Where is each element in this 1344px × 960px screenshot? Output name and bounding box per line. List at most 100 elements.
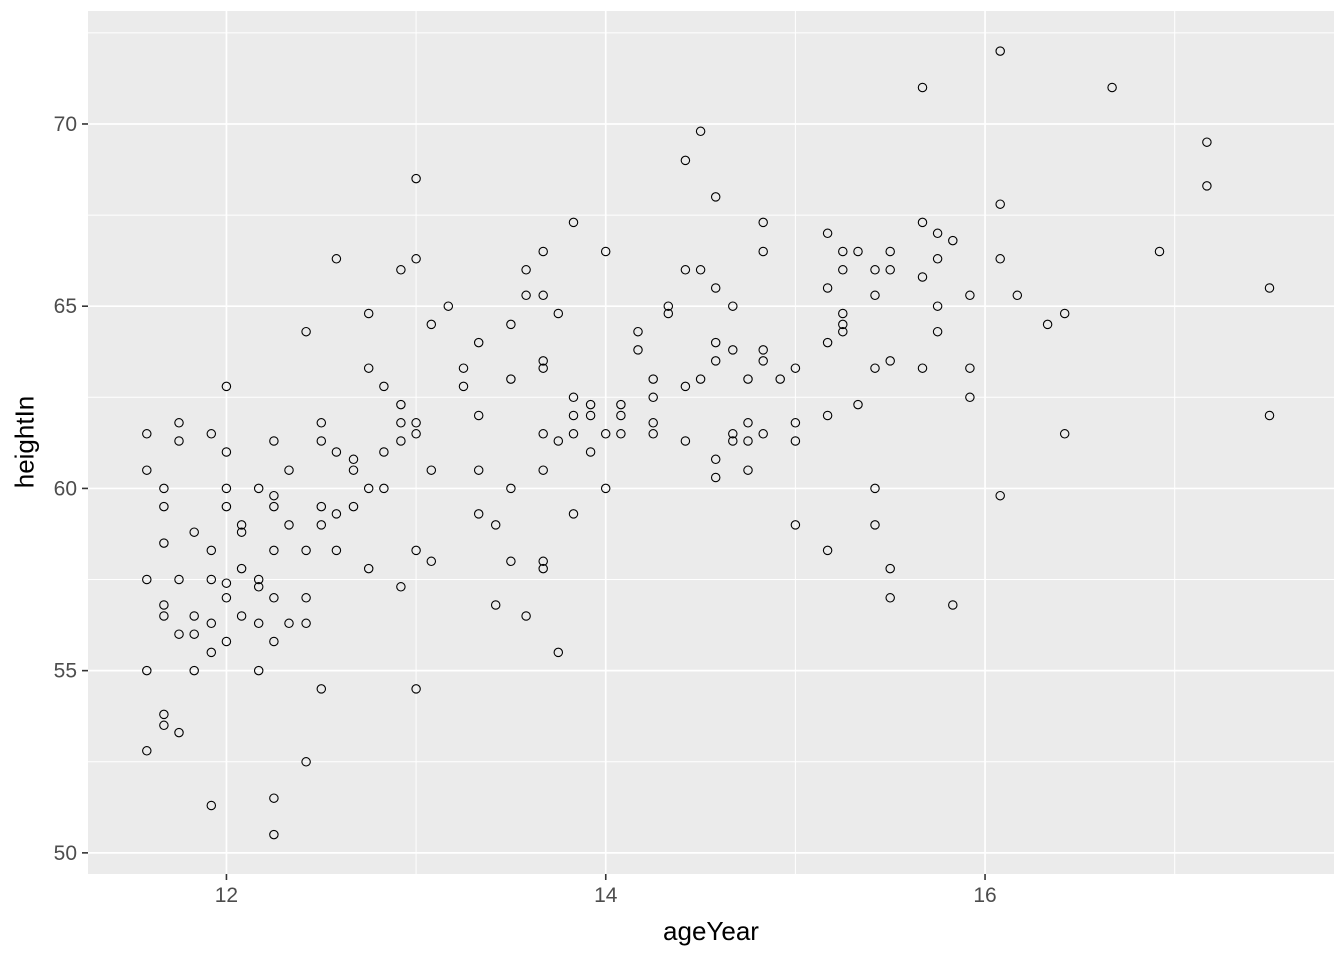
data-point (648, 429, 658, 439)
data-point (174, 418, 184, 428)
data-point (553, 647, 564, 658)
data-point (221, 593, 232, 603)
data-point (206, 647, 217, 658)
x-tick-label: 16 (973, 884, 996, 907)
data-point (728, 301, 738, 311)
data-point (965, 392, 975, 403)
data-point (236, 611, 247, 621)
data-point (538, 363, 548, 373)
data-point (695, 374, 706, 384)
data-point (680, 436, 691, 446)
data-point (838, 265, 848, 275)
data-point (206, 545, 217, 556)
data-point (379, 447, 389, 457)
data-point (301, 593, 311, 603)
data-point (506, 319, 516, 330)
data-point (316, 684, 327, 694)
data-point (331, 545, 342, 556)
data-point (473, 509, 484, 519)
data-point (331, 447, 342, 457)
data-point (695, 126, 706, 137)
data-point (917, 82, 928, 93)
data-point (995, 46, 1005, 56)
data-point (870, 363, 880, 373)
data-point (853, 399, 863, 410)
data-point (206, 574, 217, 585)
data-point (538, 465, 548, 475)
data-point (363, 483, 374, 494)
data-point (506, 374, 516, 384)
data-point (159, 720, 169, 731)
data-point (363, 563, 374, 574)
data-point (822, 337, 833, 348)
data-point (316, 501, 327, 512)
data-point (1202, 181, 1212, 191)
data-point (585, 399, 596, 410)
data-point (316, 436, 327, 446)
data-point (948, 235, 958, 246)
data-point (221, 636, 232, 647)
data-point (301, 618, 311, 629)
data-point (174, 727, 184, 738)
data-point (553, 436, 564, 446)
data-point (301, 757, 311, 767)
data-point (853, 246, 863, 257)
data-point (616, 429, 626, 439)
data-point (538, 556, 548, 567)
data-point (633, 326, 643, 337)
data-point (221, 447, 232, 457)
data-point (838, 246, 848, 257)
plot-panel-background (88, 11, 1334, 874)
data-point (822, 283, 833, 293)
data-point (458, 363, 469, 373)
data-point (633, 345, 643, 355)
data-point (159, 483, 169, 494)
data-point (473, 337, 484, 348)
data-point (316, 520, 327, 530)
data-point (269, 545, 279, 556)
data-point (426, 319, 437, 330)
data-point (142, 574, 152, 585)
data-point (568, 392, 579, 403)
y-tick-label: 50 (54, 842, 77, 865)
data-point (1264, 410, 1275, 421)
data-point (363, 363, 374, 373)
data-point (253, 574, 264, 585)
data-point (728, 345, 738, 355)
data-point (221, 578, 232, 588)
data-point (585, 447, 596, 457)
data-point (710, 283, 721, 293)
data-point (236, 527, 247, 537)
data-point (206, 429, 217, 439)
data-point (995, 254, 1005, 264)
data-point (790, 363, 801, 373)
data-point (600, 246, 611, 257)
data-point (538, 290, 548, 301)
x-axis-title: ageYear (663, 916, 759, 946)
data-point (917, 272, 928, 282)
data-point (553, 308, 564, 319)
data-point (710, 454, 721, 465)
data-point (1059, 308, 1070, 319)
data-point (743, 436, 753, 446)
data-point (932, 326, 943, 337)
data-point (443, 301, 454, 311)
data-point (995, 199, 1005, 209)
data-point (568, 217, 579, 228)
data-point (885, 563, 895, 574)
data-point (538, 429, 548, 439)
data-point (426, 556, 437, 567)
data-point (253, 483, 264, 494)
data-point (269, 593, 279, 603)
data-point (538, 563, 548, 574)
data-point (838, 326, 848, 337)
data-point (174, 436, 184, 446)
data-point (159, 611, 169, 621)
data-point (396, 436, 406, 446)
data-point (506, 483, 516, 494)
data-point (568, 429, 579, 439)
data-point (189, 611, 199, 621)
data-point (348, 465, 359, 475)
x-tick-label: 14 (594, 884, 618, 907)
